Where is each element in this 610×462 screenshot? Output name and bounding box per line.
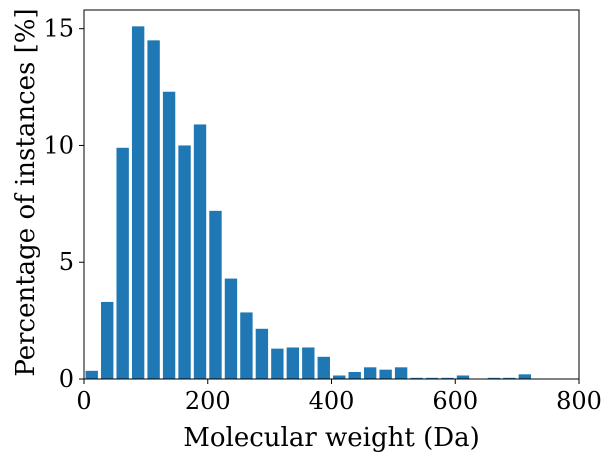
bars-group <box>85 26 532 380</box>
x-tick-label: 0 <box>76 387 91 415</box>
bar-700 <box>518 374 532 379</box>
y-tick-label: 5 <box>59 248 74 276</box>
bar-0 <box>85 370 98 379</box>
bar-425 <box>348 371 361 379</box>
bar-125 <box>162 91 176 380</box>
bar-100 <box>147 40 160 380</box>
bar-400 <box>333 375 346 379</box>
bar-550 <box>425 377 439 379</box>
bar-200 <box>209 210 222 379</box>
bar-375 <box>317 356 330 379</box>
bar-525 <box>410 377 423 379</box>
x-tick-label: 400 <box>309 387 355 415</box>
bar-600 <box>456 375 470 379</box>
bar-350 <box>302 347 315 379</box>
bar-300 <box>271 348 284 379</box>
bar-500 <box>394 367 408 379</box>
bar-475 <box>379 369 392 379</box>
x-ticks: 0 200 400 600 800 <box>76 379 602 415</box>
bar-175 <box>193 124 207 379</box>
x-tick-label: 600 <box>432 387 478 415</box>
bar-150 <box>178 145 191 379</box>
x-axis-title: Molecular weight (Da) <box>183 423 480 453</box>
bar-650 <box>487 377 501 379</box>
bar-25 <box>101 301 114 379</box>
bar-675 <box>503 377 516 379</box>
bar-275 <box>255 328 269 379</box>
x-tick-label: 800 <box>556 387 602 415</box>
bar-225 <box>224 278 238 379</box>
y-ticks: 0 5 10 15 <box>43 15 84 393</box>
x-tick-label: 200 <box>185 387 231 415</box>
y-tick-label: 10 <box>43 131 74 159</box>
bar-450 <box>363 367 377 379</box>
bar-575 <box>441 377 454 379</box>
bar-250 <box>240 312 253 379</box>
bar-325 <box>286 347 300 379</box>
bar-75 <box>131 26 145 379</box>
y-tick-label: 0 <box>59 365 74 393</box>
y-tick-label: 15 <box>43 15 74 43</box>
bar-50 <box>116 147 129 379</box>
y-axis-title: Percentage of instances [%] <box>11 8 41 376</box>
